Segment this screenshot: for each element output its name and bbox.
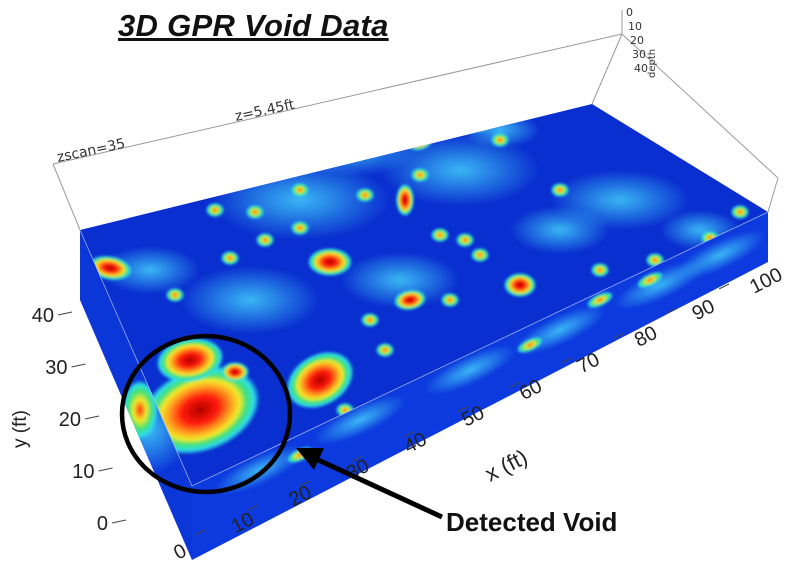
- z-tick-label: 30: [632, 48, 646, 61]
- detected-void-label: Detected Void: [446, 507, 618, 537]
- y-tick-label: 10: [72, 461, 94, 483]
- x-tick-mark: [718, 283, 730, 290]
- anomaly-blob-small: [371, 133, 389, 147]
- anomaly-blob-small: [221, 251, 239, 265]
- x-tick-mark: [613, 332, 625, 339]
- x-tick-mark: [194, 529, 206, 536]
- y-tick-mark: [71, 363, 86, 368]
- anomaly-blob: [156, 337, 224, 383]
- z-depth-label: z=5.45ft: [234, 97, 297, 125]
- x-tick-mark: [561, 357, 573, 364]
- x-tick-mark: [247, 504, 258, 511]
- anomaly-blob-small: [411, 168, 429, 182]
- x-tick-mark: [456, 406, 468, 413]
- diagram-title: 3D GPR Void Data: [118, 8, 389, 43]
- side-signal: [424, 345, 516, 395]
- side-signal: [314, 395, 406, 445]
- x-tick-mark: [509, 381, 520, 388]
- signal-halo: [340, 252, 460, 308]
- anomaly-blob: [394, 289, 426, 311]
- anomaly-blob-small: [456, 233, 474, 247]
- z-tick-label: 10: [628, 20, 642, 33]
- side-anomaly: [587, 291, 613, 309]
- signal-halo: [510, 206, 610, 254]
- void-highlight-circle: [119, 333, 293, 495]
- y-tick-label: 0: [97, 513, 108, 535]
- anomaly-blob-small: [376, 343, 394, 357]
- anomaly-blob-small: [491, 133, 509, 147]
- anomaly-blob-small: [206, 203, 224, 217]
- side-anomaly: [517, 336, 543, 354]
- side-signal: [214, 445, 306, 495]
- y-tick-mark: [57, 311, 73, 316]
- anomaly-blob: [396, 184, 414, 216]
- anomaly-blob: [504, 273, 536, 297]
- anomaly-blob: [286, 351, 354, 409]
- y-tick-label: 40: [32, 305, 54, 327]
- x-tick-mark: [666, 308, 677, 315]
- x-tick-mark: [351, 455, 363, 462]
- z-tick-label: 40: [634, 62, 648, 75]
- anomaly-blob-small: [441, 293, 459, 307]
- y-tick-mark: [84, 415, 100, 420]
- anomaly-blob-small: [591, 263, 609, 277]
- anomaly-blob-small: [256, 233, 274, 247]
- y-tick-mark: [98, 467, 113, 472]
- anomaly-blob-small: [246, 205, 264, 219]
- anomaly-blob-small: [356, 188, 374, 202]
- anomaly-blob: [221, 362, 249, 382]
- zscan-label: zscan=35: [56, 136, 127, 166]
- z-axis-label: depth: [647, 49, 658, 78]
- anomaly-blob-small: [671, 323, 689, 337]
- anomaly-blob-small: [291, 183, 309, 197]
- signal-halo: [380, 134, 540, 206]
- anomaly-blob-small: [471, 118, 489, 132]
- bounding-box-wireframe: [52, 10, 779, 231]
- anomaly-blob-small: [361, 313, 379, 327]
- anomaly-blob-small: [471, 248, 489, 262]
- volume-edges: [79, 211, 769, 487]
- z-tick-label: 20: [630, 34, 644, 47]
- void-arrow: [296, 448, 444, 520]
- z-tick-label: 0: [626, 6, 633, 19]
- y-tick-label: 20: [59, 409, 81, 431]
- anomaly-blob-small: [291, 221, 309, 235]
- y-tick-mark: [111, 519, 127, 524]
- anomaly-blob-small: [731, 205, 749, 219]
- anomaly-blob-small: [551, 183, 569, 197]
- anomaly-blob: [139, 365, 261, 455]
- side-signal: [674, 230, 766, 280]
- signal-halo: [280, 124, 420, 176]
- signal-halo: [100, 246, 200, 294]
- x-axis-label: x (ft): [481, 444, 532, 486]
- y-axis: 0 10 20 30 40 y (ft): [10, 305, 127, 535]
- x-tick-mark: [299, 480, 311, 487]
- side-anomaly: [637, 271, 663, 289]
- x-tick-mark: [404, 431, 415, 438]
- anomaly-blob-small: [166, 288, 184, 302]
- signal-halo: [180, 266, 320, 334]
- y-axis-label: y (ft): [10, 410, 31, 448]
- anomaly-blob-small: [431, 228, 449, 242]
- y-tick-label: 30: [45, 357, 67, 379]
- anomaly-blob: [308, 248, 352, 276]
